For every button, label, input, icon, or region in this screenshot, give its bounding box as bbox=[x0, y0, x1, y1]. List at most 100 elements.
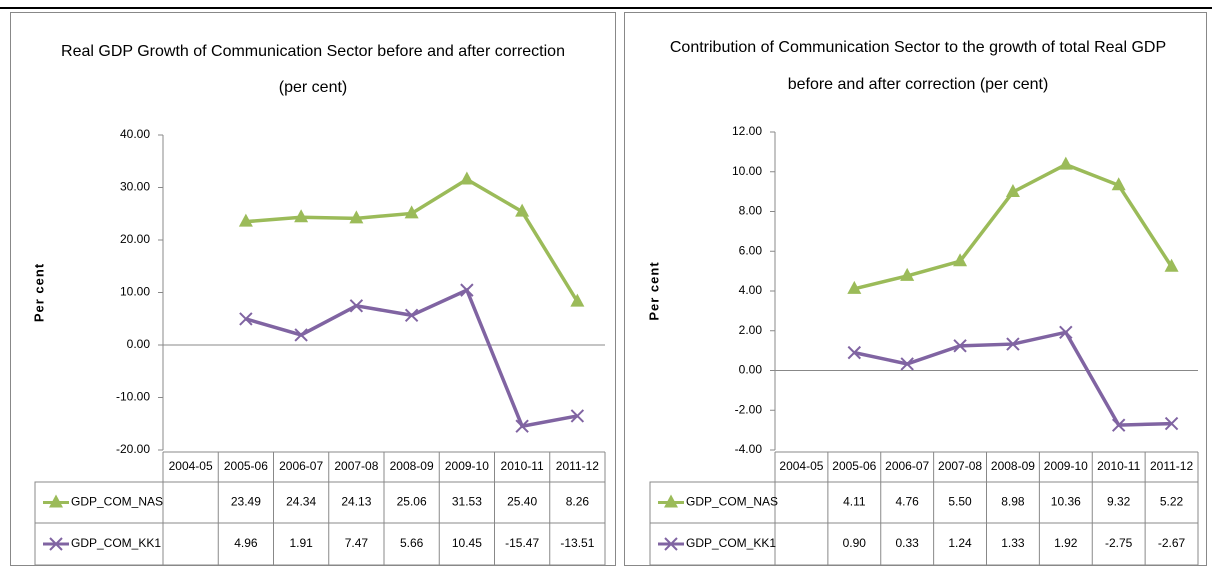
chart-title: (per cent) bbox=[279, 79, 347, 96]
marker bbox=[49, 537, 63, 551]
marker bbox=[294, 209, 309, 223]
y-tick-label: -10.00 bbox=[116, 390, 150, 404]
marker bbox=[953, 253, 968, 267]
table-value: 7.47 bbox=[345, 536, 369, 550]
x-tick-label: 2011-12 bbox=[556, 459, 599, 473]
marker bbox=[49, 494, 63, 508]
legend-label: GDP_COM_NAS bbox=[71, 495, 163, 509]
marker bbox=[459, 171, 474, 185]
table-value: 25.06 bbox=[397, 495, 427, 509]
x-tick-label: 2007-08 bbox=[334, 459, 378, 473]
y-tick-label: 20.00 bbox=[120, 232, 150, 246]
table-value: 24.34 bbox=[286, 495, 316, 509]
y-tick-label: 6.00 bbox=[739, 243, 763, 257]
table-value: 24.13 bbox=[341, 495, 371, 509]
chart-title: Contribution of Communication Sector to … bbox=[670, 39, 1166, 56]
table-value: 1.24 bbox=[948, 536, 972, 550]
table-value: 23.49 bbox=[231, 495, 261, 509]
table-value: 4.96 bbox=[234, 536, 258, 550]
marker bbox=[1058, 156, 1073, 170]
y-tick-label: 10.00 bbox=[732, 164, 762, 178]
marker bbox=[664, 537, 678, 551]
marker bbox=[570, 293, 585, 307]
marker bbox=[404, 205, 419, 219]
chart-title: before and after correction (per cent) bbox=[788, 76, 1049, 93]
marker bbox=[570, 409, 585, 423]
table-value: 0.33 bbox=[896, 536, 920, 550]
marker bbox=[1111, 177, 1126, 191]
table-value: 1.33 bbox=[1001, 536, 1025, 550]
marker bbox=[1164, 258, 1179, 272]
x-tick-label: 2008-09 bbox=[991, 459, 1035, 473]
x-tick-label: 2004-05 bbox=[779, 459, 823, 473]
table-value: 4.76 bbox=[896, 495, 920, 509]
x-tick-label: 2008-09 bbox=[390, 459, 434, 473]
marker bbox=[294, 328, 308, 342]
table-value: 9.32 bbox=[1107, 495, 1131, 509]
y-tick-label: 30.00 bbox=[120, 180, 150, 194]
table-value: 10.45 bbox=[452, 536, 482, 550]
marker bbox=[900, 357, 914, 371]
marker bbox=[847, 345, 862, 360]
series-line bbox=[245, 177, 579, 303]
y-tick-label: 10.00 bbox=[120, 285, 150, 299]
x-tick-label: 2009-10 bbox=[1044, 459, 1088, 473]
y-tick-label: 4.00 bbox=[739, 283, 763, 297]
y-tick-label: 40.00 bbox=[120, 127, 150, 141]
x-tick-label: 2007-08 bbox=[938, 459, 982, 473]
marker bbox=[404, 308, 419, 322]
y-axis-label: Per cent bbox=[31, 263, 46, 322]
x-tick-label: 2011-12 bbox=[1150, 459, 1193, 473]
y-tick-label: 12.00 bbox=[732, 124, 762, 138]
y-tick-label: -4.00 bbox=[735, 442, 763, 456]
marker bbox=[847, 280, 862, 294]
table-value: 10.36 bbox=[1051, 495, 1081, 509]
marker bbox=[239, 312, 253, 326]
y-tick-label: 2.00 bbox=[739, 323, 763, 337]
x-tick-label: 2006-07 bbox=[885, 459, 929, 473]
series-line bbox=[853, 162, 1174, 291]
table-value: -13.51 bbox=[560, 536, 594, 550]
y-axis-label: Per cent bbox=[646, 261, 661, 320]
table-value: -2.75 bbox=[1105, 536, 1133, 550]
y-tick-label: -20.00 bbox=[116, 442, 150, 456]
x-tick-label: 2004-05 bbox=[169, 459, 213, 473]
marker bbox=[900, 267, 915, 281]
table-value: 4.11 bbox=[843, 495, 866, 509]
table-value: 31.53 bbox=[452, 495, 482, 509]
x-tick-label: 2005-06 bbox=[832, 459, 876, 473]
top-rule bbox=[0, 7, 1212, 9]
marker bbox=[515, 419, 529, 433]
marker bbox=[1111, 418, 1126, 432]
table-value: 8.26 bbox=[566, 495, 590, 509]
table-value: 5.66 bbox=[400, 536, 424, 550]
legend-label: GDP_COM_KK1 bbox=[71, 536, 161, 550]
table-value: -15.47 bbox=[505, 536, 539, 550]
marker bbox=[1164, 416, 1179, 431]
legend-label: GDP_COM_KK1 bbox=[686, 536, 776, 550]
x-tick-label: 2009-10 bbox=[445, 459, 489, 473]
marker bbox=[1059, 325, 1073, 340]
x-tick-label: 2005-06 bbox=[224, 459, 268, 473]
x-tick-label: 2006-07 bbox=[279, 459, 323, 473]
chart-frame bbox=[624, 12, 1207, 566]
legend-label: GDP_COM_NAS bbox=[686, 495, 778, 509]
marker bbox=[349, 299, 364, 313]
marker bbox=[460, 283, 474, 297]
marker bbox=[1006, 337, 1020, 351]
series-line bbox=[853, 330, 1172, 427]
series-line bbox=[245, 287, 578, 429]
table-value: 1.91 bbox=[289, 536, 313, 550]
y-tick-label: -2.00 bbox=[735, 402, 763, 416]
marker bbox=[1005, 184, 1020, 198]
table-value: 5.22 bbox=[1160, 495, 1184, 509]
marker bbox=[238, 213, 253, 227]
marker bbox=[349, 210, 364, 224]
y-tick-label: 0.00 bbox=[739, 363, 763, 377]
table-value: 1.92 bbox=[1054, 536, 1078, 550]
marker bbox=[664, 494, 678, 508]
y-tick-label: 0.00 bbox=[127, 337, 151, 351]
table-value: -2.67 bbox=[1158, 536, 1186, 550]
marker bbox=[515, 203, 530, 217]
